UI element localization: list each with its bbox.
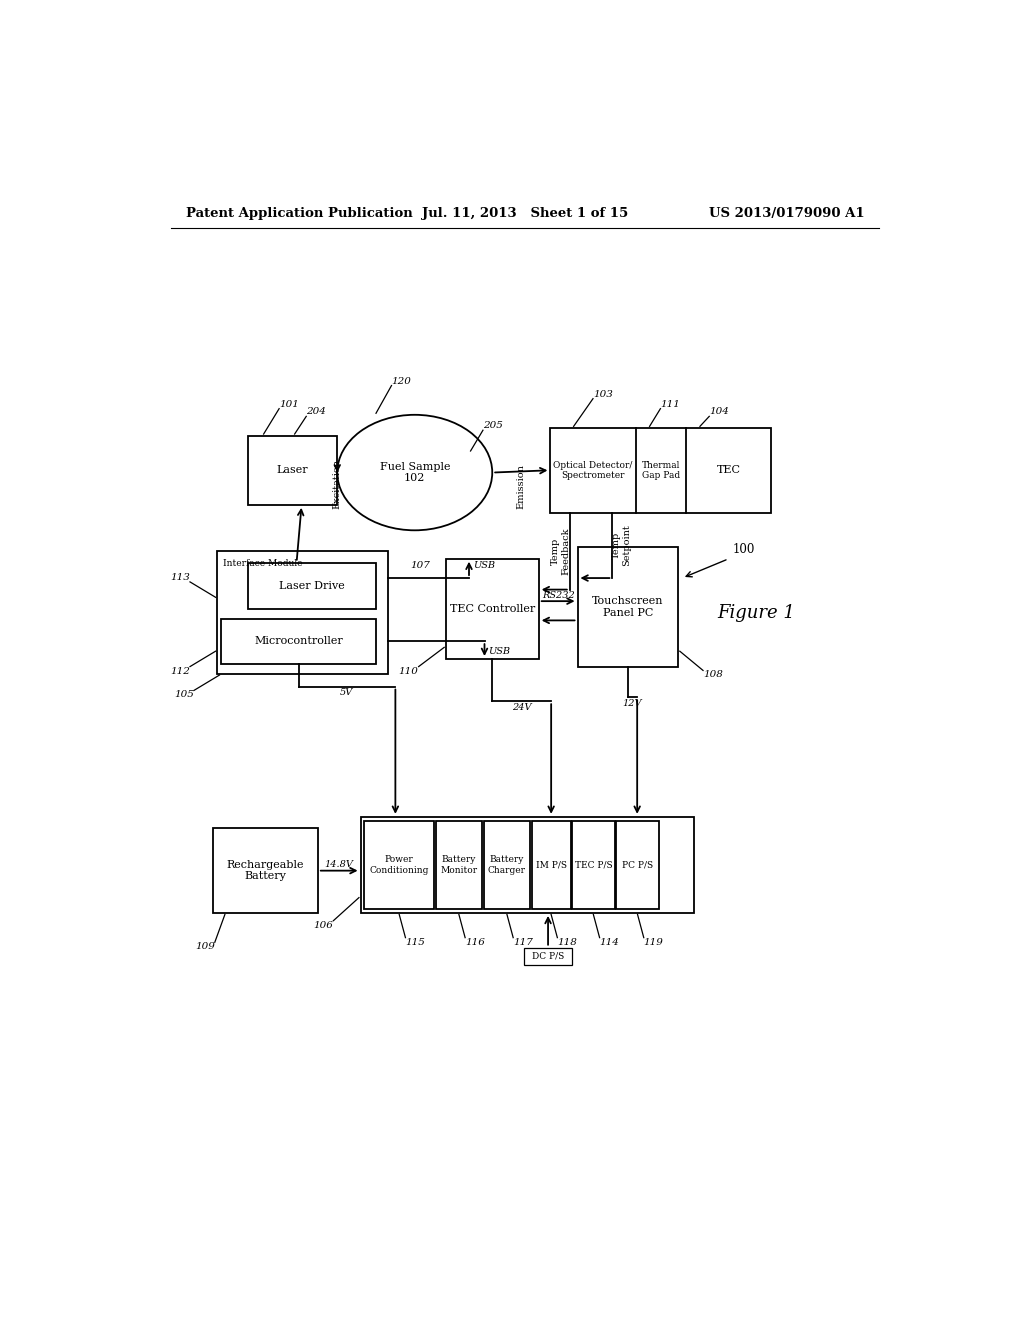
- Text: Temp
Setpoint: Temp Setpoint: [612, 524, 632, 566]
- Text: 14.8V: 14.8V: [325, 861, 353, 869]
- Text: Battery
Charger: Battery Charger: [488, 855, 526, 875]
- Bar: [550, 428, 771, 512]
- Text: Excitation: Excitation: [333, 459, 342, 510]
- Text: Figure 1: Figure 1: [717, 603, 795, 622]
- Bar: [365, 821, 434, 909]
- Text: 109: 109: [195, 942, 215, 952]
- Text: 111: 111: [660, 400, 680, 409]
- Text: US 2013/0179090 A1: US 2013/0179090 A1: [709, 207, 864, 220]
- Bar: [531, 821, 570, 909]
- Text: 116: 116: [465, 937, 485, 946]
- Text: 108: 108: [703, 671, 723, 680]
- Text: Optical Detector/
Spectrometer: Optical Detector/ Spectrometer: [553, 461, 633, 480]
- Bar: [445, 558, 539, 659]
- Text: 100: 100: [732, 544, 755, 557]
- Bar: [524, 948, 572, 965]
- Text: 113: 113: [170, 573, 190, 582]
- Text: 205: 205: [483, 421, 503, 430]
- Bar: [221, 619, 376, 664]
- Text: Battery
Monitor: Battery Monitor: [440, 855, 477, 875]
- Ellipse shape: [337, 414, 493, 531]
- Text: Laser: Laser: [276, 465, 308, 475]
- Bar: [435, 821, 482, 909]
- Text: Fuel Sample
102: Fuel Sample 102: [380, 462, 450, 483]
- Bar: [213, 829, 317, 913]
- Text: 106: 106: [313, 921, 334, 929]
- Bar: [248, 436, 337, 506]
- Text: 103: 103: [593, 389, 613, 399]
- Bar: [578, 548, 678, 667]
- Text: 24V: 24V: [512, 704, 531, 711]
- Text: Microcontroller: Microcontroller: [254, 636, 343, 647]
- Bar: [483, 821, 530, 909]
- Text: RS232: RS232: [542, 591, 574, 601]
- Bar: [248, 562, 376, 609]
- Bar: [217, 552, 388, 675]
- Text: IM P/S: IM P/S: [536, 861, 566, 870]
- Text: Jul. 11, 2013   Sheet 1 of 15: Jul. 11, 2013 Sheet 1 of 15: [422, 207, 628, 220]
- Text: TEC P/S: TEC P/S: [574, 861, 612, 870]
- Text: 105: 105: [174, 690, 194, 700]
- Text: USB: USB: [488, 647, 510, 656]
- Text: PC P/S: PC P/S: [622, 861, 653, 870]
- Bar: [572, 821, 614, 909]
- Text: 204: 204: [306, 408, 326, 416]
- Text: 110: 110: [398, 667, 419, 676]
- Text: Temp
Feedback: Temp Feedback: [551, 528, 570, 574]
- Text: 5V: 5V: [340, 688, 353, 697]
- Text: TEC Controller: TEC Controller: [450, 603, 535, 614]
- Text: 119: 119: [644, 937, 664, 946]
- Text: Touchscreen
Panel PC: Touchscreen Panel PC: [592, 597, 664, 618]
- Text: Interface Module: Interface Module: [223, 558, 303, 568]
- Text: Patent Application Publication: Patent Application Publication: [186, 207, 413, 220]
- Text: 114: 114: [600, 937, 620, 946]
- Text: 104: 104: [710, 408, 729, 416]
- Text: TEC: TEC: [717, 465, 740, 475]
- Text: Power
Conditioning: Power Conditioning: [370, 855, 429, 875]
- Text: USB: USB: [473, 561, 495, 570]
- Text: DC P/S: DC P/S: [531, 952, 564, 961]
- Text: Laser Drive: Laser Drive: [280, 581, 345, 591]
- Text: Emission: Emission: [517, 465, 525, 508]
- Bar: [616, 821, 658, 909]
- Text: Rechargeable
Battery: Rechargeable Battery: [226, 859, 304, 882]
- Text: 118: 118: [557, 937, 578, 946]
- Text: 101: 101: [280, 400, 299, 409]
- Text: 112: 112: [170, 667, 190, 676]
- Text: 107: 107: [411, 561, 430, 570]
- Bar: [360, 817, 693, 913]
- Text: 117: 117: [513, 937, 534, 946]
- Text: 115: 115: [406, 937, 425, 946]
- Text: 12V: 12V: [623, 700, 642, 708]
- Text: Thermal
Gap Pad: Thermal Gap Pad: [642, 461, 680, 480]
- Text: 120: 120: [391, 376, 412, 385]
